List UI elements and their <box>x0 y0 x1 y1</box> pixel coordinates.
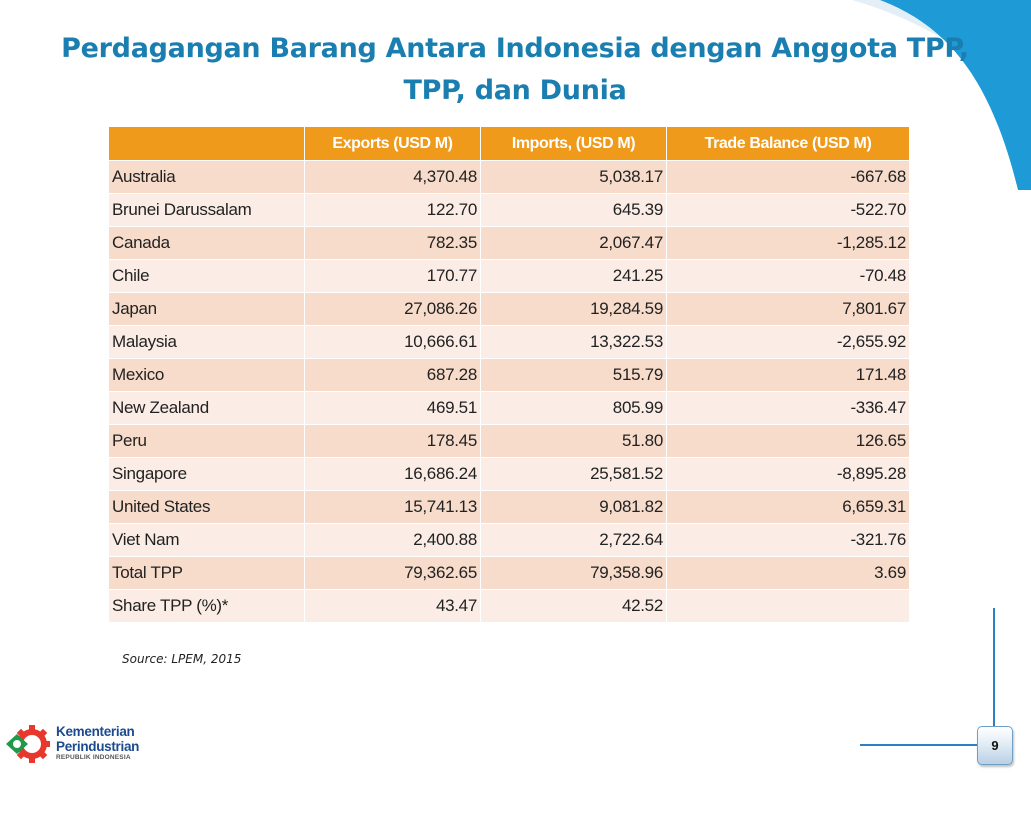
country-cell: United States <box>108 490 305 524</box>
country-cell: Singapore <box>108 457 305 491</box>
table-header-row: Exports (USD M) Imports, (USD M) Trade B… <box>108 127 910 161</box>
trade-balance-cell: -321.76 <box>666 523 910 557</box>
header-imports: Imports, (USD M) <box>480 127 667 161</box>
exports-cell: 16,686.24 <box>304 457 481 491</box>
country-cell: Peru <box>108 424 305 458</box>
imports-cell: 25,581.52 <box>480 457 667 491</box>
exports-cell: 10,666.61 <box>304 325 481 359</box>
imports-cell: 9,081.82 <box>480 490 667 524</box>
table-row: Chile 170.77 241.25 -70.48 <box>108 259 910 293</box>
header-country <box>108 127 305 161</box>
decorative-vertical-line <box>993 608 995 746</box>
decorative-horizontal-line <box>860 744 980 746</box>
table-row: Malaysia 10,666.61 13,322.53 -2,655.92 <box>108 325 910 359</box>
trade-balance-cell: -522.70 <box>666 193 910 227</box>
imports-cell: 2,067.47 <box>480 226 667 260</box>
imports-cell: 2,722.64 <box>480 523 667 557</box>
imports-cell: 241.25 <box>480 259 667 293</box>
trade-balance-cell: 6,659.31 <box>666 490 910 524</box>
country-cell: Viet Nam <box>108 523 305 557</box>
country-cell: Share TPP (%)* <box>108 589 305 623</box>
imports-cell: 19,284.59 <box>480 292 667 326</box>
country-cell: Japan <box>108 292 305 326</box>
table-row: United States 15,741.13 9,081.82 6,659.31 <box>108 490 910 524</box>
exports-cell: 2,400.88 <box>304 523 481 557</box>
table-row: Share TPP (%)* 43.47 42.52 <box>108 589 910 623</box>
exports-cell: 687.28 <box>304 358 481 392</box>
logo-name-line-1: Kementerian <box>56 724 135 739</box>
exports-cell: 170.77 <box>304 259 481 293</box>
imports-cell: 805.99 <box>480 391 667 425</box>
title-line-2: TPP, dan Dunia <box>403 75 627 106</box>
table-row: Japan 27,086.26 19,284.59 7,801.67 <box>108 292 910 326</box>
source-note: Source: LPEM, 2015 <box>122 652 242 666</box>
imports-cell: 645.39 <box>480 193 667 227</box>
imports-cell: 79,358.96 <box>480 556 667 590</box>
exports-cell: 43.47 <box>304 589 481 623</box>
exports-cell: 469.51 <box>304 391 481 425</box>
table-row: Mexico 687.28 515.79 171.48 <box>108 358 910 392</box>
imports-cell: 51.80 <box>480 424 667 458</box>
trade-balance-cell: -667.68 <box>666 160 910 194</box>
page-title: Perdagangan Barang Antara Indonesia deng… <box>60 28 970 112</box>
imports-cell: 13,322.53 <box>480 325 667 359</box>
logo-subtitle: REPUBLIK INDONESIA <box>56 754 131 761</box>
trade-balance-cell: -8,895.28 <box>666 457 910 491</box>
country-cell: Brunei Darussalam <box>108 193 305 227</box>
page-number: 9 <box>977 726 1013 765</box>
country-cell: Malaysia <box>108 325 305 359</box>
trade-balance-cell: 3.69 <box>666 556 910 590</box>
gear-logo-icon <box>6 725 50 763</box>
trade-balance-cell: -336.47 <box>666 391 910 425</box>
country-cell: Australia <box>108 160 305 194</box>
table-row: Canada 782.35 2,067.47 -1,285.12 <box>108 226 910 260</box>
header-exports: Exports (USD M) <box>304 127 481 161</box>
country-cell: New Zealand <box>108 391 305 425</box>
table-row: Peru 178.45 51.80 126.65 <box>108 424 910 458</box>
ministry-logo: Kementerian Perindustrian REPUBLIK INDON… <box>4 722 174 768</box>
exports-cell: 178.45 <box>304 424 481 458</box>
logo-name-line-2: Perindustrian <box>56 739 140 754</box>
exports-cell: 122.70 <box>304 193 481 227</box>
trade-table: Exports (USD M) Imports, (USD M) Trade B… <box>108 127 910 623</box>
country-cell: Total TPP <box>108 556 305 590</box>
trade-balance-cell <box>666 589 910 623</box>
exports-cell: 79,362.65 <box>304 556 481 590</box>
country-cell: Mexico <box>108 358 305 392</box>
exports-cell: 4,370.48 <box>304 160 481 194</box>
table-row: Singapore 16,686.24 25,581.52 -8,895.28 <box>108 457 910 491</box>
exports-cell: 27,086.26 <box>304 292 481 326</box>
trade-balance-cell: 171.48 <box>666 358 910 392</box>
trade-balance-cell: -1,285.12 <box>666 226 910 260</box>
exports-cell: 782.35 <box>304 226 481 260</box>
imports-cell: 42.52 <box>480 589 667 623</box>
table-row: Australia 4,370.48 5,038.17 -667.68 <box>108 160 910 194</box>
header-trade-balance: Trade Balance (USD M) <box>666 127 910 161</box>
title-line-1: Perdagangan Barang Antara Indonesia deng… <box>61 33 969 64</box>
country-cell: Canada <box>108 226 305 260</box>
imports-cell: 515.79 <box>480 358 667 392</box>
table-row: Brunei Darussalam 122.70 645.39 -522.70 <box>108 193 910 227</box>
trade-balance-cell: -70.48 <box>666 259 910 293</box>
trade-balance-cell: -2,655.92 <box>666 325 910 359</box>
table-row: New Zealand 469.51 805.99 -336.47 <box>108 391 910 425</box>
country-cell: Chile <box>108 259 305 293</box>
trade-balance-cell: 126.65 <box>666 424 910 458</box>
trade-balance-cell: 7,801.67 <box>666 292 910 326</box>
table-row: Viet Nam 2,400.88 2,722.64 -321.76 <box>108 523 910 557</box>
table-row: Total TPP 79,362.65 79,358.96 3.69 <box>108 556 910 590</box>
exports-cell: 15,741.13 <box>304 490 481 524</box>
imports-cell: 5,038.17 <box>480 160 667 194</box>
table-body: Australia 4,370.48 5,038.17 -667.68 Brunei D… <box>108 160 910 623</box>
